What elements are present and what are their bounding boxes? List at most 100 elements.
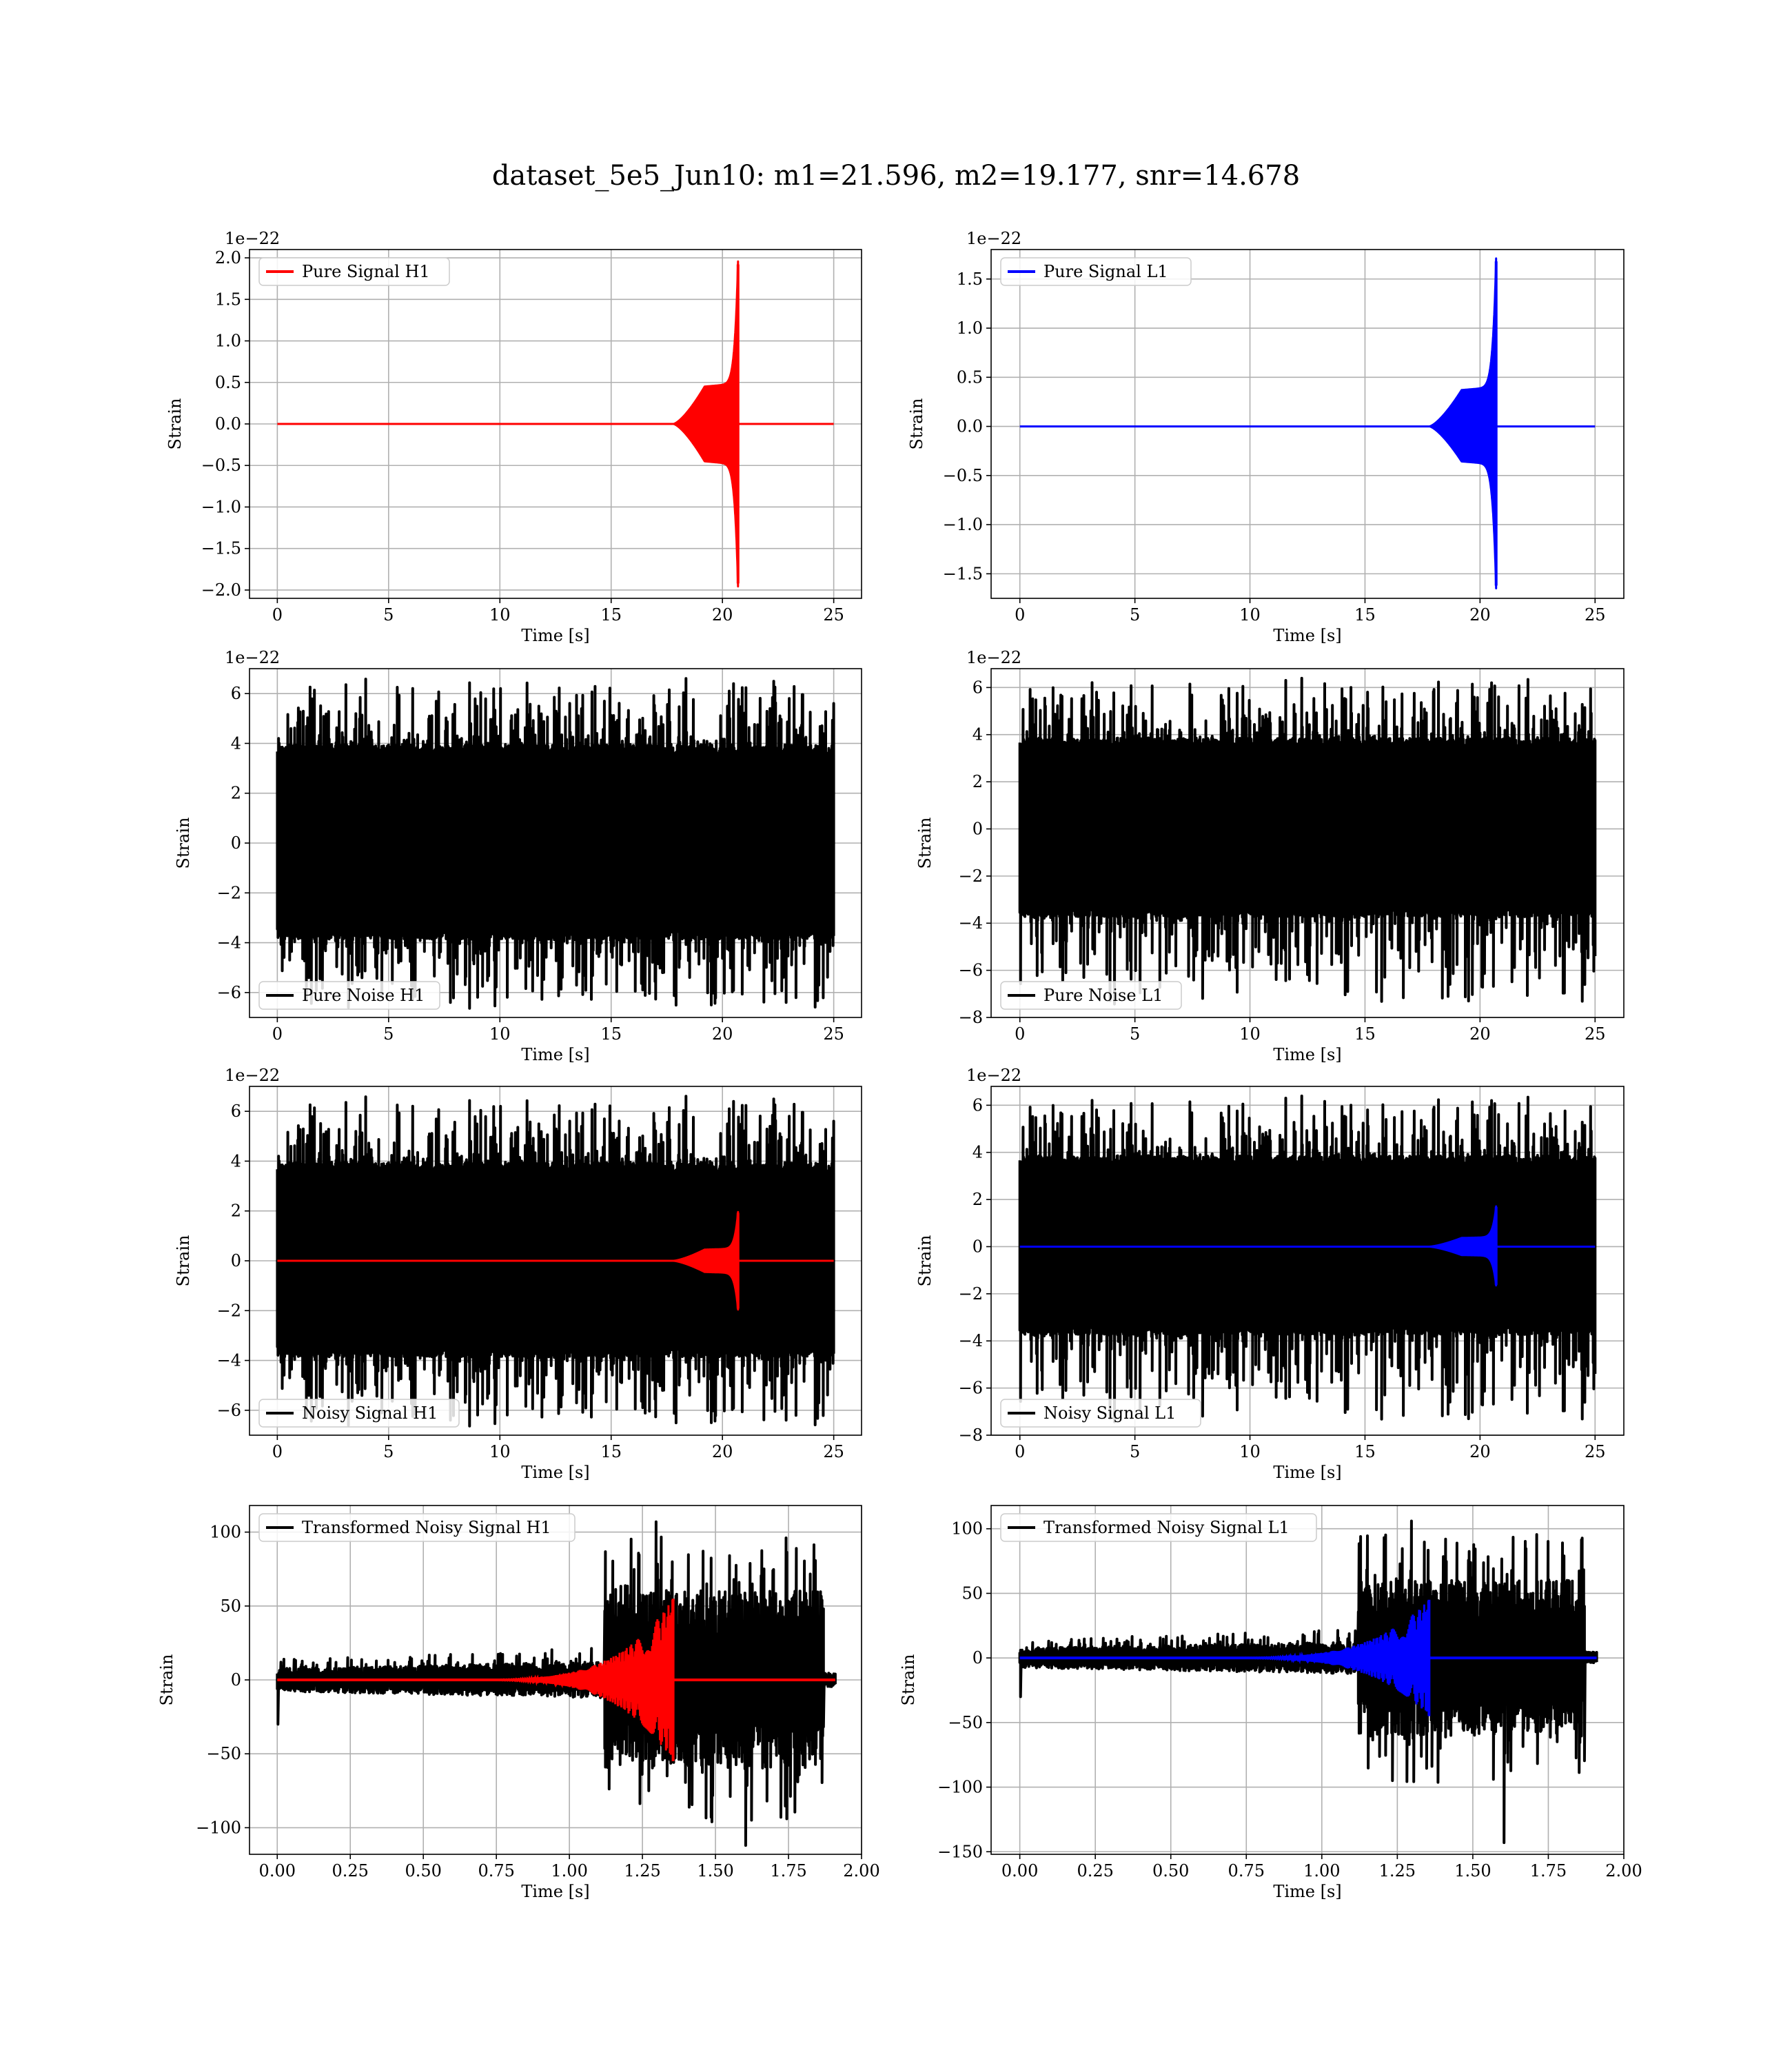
signal-overlay-chirp	[1170, 1601, 1430, 1712]
x-tick-label: 20	[1469, 1024, 1491, 1044]
legend-box	[1000, 1513, 1317, 1542]
y-offset-text: 1e−22	[966, 1066, 1021, 1085]
y-tick-label: −4	[217, 1351, 241, 1370]
y-tick-label: 1.5	[215, 290, 241, 309]
x-axis-label: Time [s]	[521, 1045, 589, 1064]
legend-box	[1000, 257, 1192, 286]
plot-area	[276, 677, 835, 1010]
x-tick-label: 1.75	[770, 1861, 806, 1881]
y-tick-label: −50	[206, 1744, 241, 1763]
x-axis-label: Time [s]	[521, 1882, 589, 1901]
y-tick-label: 50	[220, 1596, 241, 1616]
y-tick-label: 4	[231, 1151, 241, 1170]
x-tick-label: 15	[1354, 1024, 1376, 1044]
x-tick-label: 0	[1015, 1024, 1025, 1044]
x-axis-label: Time [s]	[521, 1463, 589, 1482]
y-axis-label: Strain	[915, 1235, 935, 1287]
y-axis-label: Strain	[174, 1235, 193, 1287]
y-tick-label: 0.5	[957, 367, 983, 387]
subplot-noisy-signal-l1: 0 5 10 15 20 25 −8 −6 −4 −2 0 2 4 6 1e−22 Time [s] Strai…	[915, 1066, 1625, 1482]
x-axis-label: Time [s]	[1273, 626, 1341, 645]
x-tick-label: 0.75	[1228, 1861, 1265, 1881]
y-tick-label: 1.0	[215, 332, 241, 351]
y-tick-label: −6	[959, 1379, 983, 1398]
subplot-transformed-noisy-signal-l1: 0.00 0.25 0.50 0.75 1.00 1.25 1.50 1.75 2.00 −150…	[899, 1505, 1642, 1901]
y-tick-label: −2	[959, 1284, 983, 1304]
x-axis-label: Time [s]	[1273, 1882, 1341, 1901]
x-tick-label: 0	[272, 1024, 283, 1044]
x-tick-label: 2.00	[843, 1861, 879, 1881]
y-tick-label: −100	[937, 1778, 983, 1797]
x-tick-label: 25	[823, 1024, 844, 1044]
y-tick-label: −150	[937, 1842, 983, 1861]
y-tick-label: 6	[973, 1095, 983, 1115]
y-tick-label: −0.5	[943, 466, 983, 485]
series-noisy-signal-h1	[276, 1095, 835, 1428]
y-tick-label: 0	[231, 833, 241, 853]
axes-frame	[990, 668, 1625, 1018]
x-tick-label: 5	[1130, 1024, 1140, 1044]
legend-label: Pure Signal L1	[1043, 262, 1168, 281]
legend: Noisy Signal L1	[1000, 1399, 1201, 1428]
y-axis-label: Strain	[174, 818, 193, 869]
y-tick-label: 0.0	[215, 414, 241, 434]
y-tick-label: 2	[973, 1190, 983, 1209]
y-tick-label: 2.0	[215, 248, 241, 267]
x-tick-label: 2.00	[1605, 1861, 1642, 1881]
y-offset-text: 1e−22	[225, 229, 280, 248]
x-tick-label: 10	[489, 605, 511, 625]
axes-frame	[990, 1505, 1625, 1855]
subplot-pure-noise-l1: 0 5 10 15 20 25 −8 −6 −4 −2 0 2 4 6 1e−22 Time [s] Strai…	[915, 648, 1625, 1064]
y-tick-label: −6	[217, 983, 241, 1002]
legend-label: Pure Signal H1	[302, 262, 430, 281]
plot-area	[276, 1520, 837, 1847]
x-tick-label: 25	[1585, 605, 1606, 625]
y-tick-label: 0.5	[215, 373, 241, 392]
x-axis-label: Time [s]	[1273, 1045, 1341, 1064]
y-tick-label: 100	[951, 1519, 983, 1539]
x-tick-label: 20	[712, 1442, 733, 1461]
legend-box	[1000, 1399, 1201, 1428]
legend-box	[1000, 981, 1182, 1010]
y-tick-label: 100	[210, 1523, 241, 1542]
x-tick-label: 5	[383, 605, 394, 625]
x-tick-label: 0	[272, 605, 283, 625]
subplot-pure-signal-l1: 0 5 10 15 20 25 −1.5 −1.0 −0.5 0.0 0.5 1.0 1.5 1e−22 T…	[907, 229, 1625, 645]
legend-label: Noisy Signal L1	[1043, 1403, 1176, 1423]
y-tick-label: −1.0	[943, 515, 983, 534]
series-noisy-signal-l1	[1018, 1094, 1597, 1423]
y-axis-label: Strain	[157, 1654, 176, 1706]
subplot-grid: 0 5 10 15 20 25−2.0−1.5−1.0−0.50.00.51.01.52.…	[157, 229, 1642, 1901]
x-tick-label: 10	[489, 1442, 511, 1461]
series-pure-noise-h1	[276, 677, 835, 1010]
legend-label: Noisy Signal H1	[302, 1403, 438, 1423]
y-tick-label: −2	[959, 866, 983, 886]
x-tick-label: 20	[1469, 605, 1491, 625]
y-offset-text: 1e−22	[225, 648, 280, 667]
y-tick-label: −8	[959, 1008, 983, 1027]
legend-label: Transformed Noisy Signal H1	[302, 1518, 551, 1537]
plot-area	[276, 1095, 835, 1428]
y-axis-label: Strain	[907, 398, 926, 450]
x-tick-label: 5	[1130, 605, 1140, 625]
y-offset-text: 1e−22	[966, 229, 1021, 248]
x-tick-label: 10	[1239, 605, 1261, 625]
legend-label: Pure Noise L1	[1043, 986, 1163, 1005]
y-offset-text: 1e−22	[225, 1066, 280, 1085]
x-tick-label: 1.00	[1303, 1861, 1340, 1881]
x-tick-label: 15	[1354, 605, 1376, 625]
y-axis-label: Strain	[165, 398, 185, 450]
legend: Pure Signal L1	[1000, 257, 1192, 286]
x-tick-label: 1.25	[624, 1861, 660, 1881]
plot-area	[1018, 1519, 1598, 1845]
legend-box	[258, 257, 450, 286]
plot-area	[277, 260, 834, 588]
y-tick-label: 4	[973, 725, 983, 744]
plot-area	[1018, 1094, 1597, 1423]
legend: Pure Noise H1	[258, 981, 440, 1010]
x-tick-label: 1.50	[1454, 1861, 1491, 1881]
legend: Transformed Noisy Signal L1	[1000, 1513, 1317, 1542]
x-tick-label: 10	[1239, 1024, 1261, 1044]
x-tick-label: 20	[1469, 1442, 1491, 1461]
y-tick-label: −100	[196, 1818, 241, 1837]
